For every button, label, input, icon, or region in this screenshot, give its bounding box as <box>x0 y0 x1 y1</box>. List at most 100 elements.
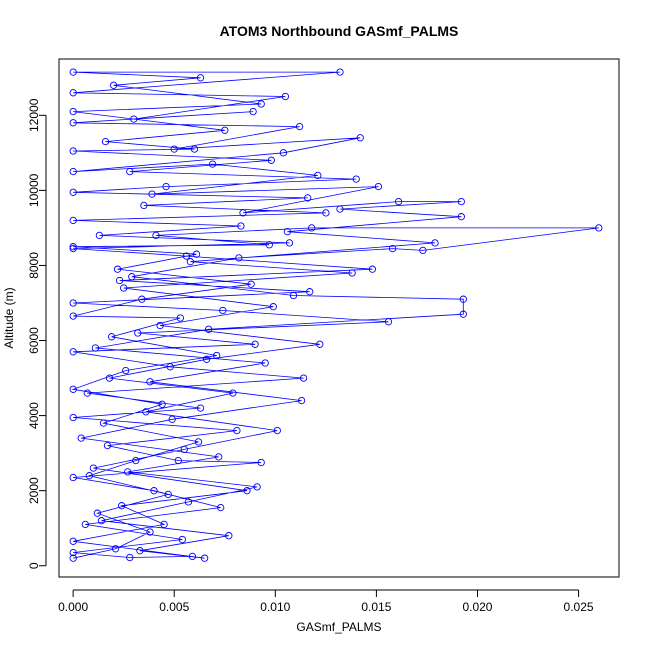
data-point <box>89 464 98 472</box>
data-point <box>253 483 261 491</box>
data-point <box>130 115 138 123</box>
data-point <box>388 244 397 253</box>
data-point <box>348 269 356 277</box>
data-point <box>190 145 199 153</box>
data-point <box>118 502 126 510</box>
data-point <box>69 385 77 393</box>
data-point <box>156 321 164 330</box>
data-point <box>180 445 188 454</box>
x-axis: 0.000 0.005 0.010 0.015 0.020 0.025 <box>58 589 594 614</box>
data-point <box>384 318 393 326</box>
data-point <box>194 438 203 446</box>
x-tick-label: 0.000 <box>58 600 88 614</box>
chart-title: ATOM3 Northbound GASmf_PALMS <box>220 23 459 39</box>
data-point <box>457 197 465 206</box>
data-point <box>83 389 91 397</box>
x-tick-label: 0.005 <box>159 600 189 614</box>
data-point <box>374 182 383 191</box>
data-point <box>69 413 77 422</box>
y-tick-label: 6000 <box>27 327 41 354</box>
data-point <box>162 182 170 191</box>
data-point <box>69 68 77 76</box>
y-tick-label: 4000 <box>27 402 41 429</box>
data-point <box>160 520 168 529</box>
data-point <box>394 197 403 206</box>
data-point <box>69 244 77 253</box>
data-point <box>314 171 322 180</box>
data-point <box>459 310 467 318</box>
data-point <box>69 107 77 116</box>
data-point <box>208 160 217 168</box>
data-point <box>217 503 225 512</box>
data-point <box>281 92 290 101</box>
data-point <box>356 134 364 142</box>
data-point <box>184 498 193 506</box>
data-point <box>69 119 77 127</box>
data-point <box>368 265 377 273</box>
data-point <box>107 333 116 341</box>
data-point <box>174 456 182 465</box>
x-tick-label: 0.010 <box>260 600 290 614</box>
data-point <box>69 548 77 557</box>
data-point <box>265 241 273 249</box>
data-point <box>168 415 176 423</box>
data-point <box>146 378 154 386</box>
data-point <box>69 537 77 545</box>
series-line <box>71 71 599 559</box>
data-point <box>219 306 227 315</box>
data-point <box>186 258 195 266</box>
data-point <box>204 325 213 333</box>
data-point <box>178 535 186 544</box>
data-point <box>595 224 603 232</box>
data-point <box>249 107 257 116</box>
data-point <box>419 246 427 255</box>
data-point <box>109 81 118 89</box>
data-point <box>225 532 233 540</box>
data-point <box>69 216 77 225</box>
data-point <box>251 340 259 348</box>
data-point <box>431 239 439 247</box>
data-point <box>308 224 316 232</box>
data-point <box>99 419 108 427</box>
data-point <box>148 190 156 198</box>
data-point <box>213 351 221 360</box>
data-point <box>124 468 132 476</box>
y-tick-label: 8000 <box>27 252 41 279</box>
data-point <box>257 458 265 467</box>
data-point <box>115 276 124 285</box>
data-point <box>77 434 85 442</box>
data-point <box>152 231 160 240</box>
data-point <box>457 213 465 221</box>
data-point <box>126 167 134 176</box>
data-point <box>140 201 148 210</box>
x-tick-label: 0.020 <box>462 600 492 614</box>
data-point <box>273 426 281 435</box>
data-point <box>103 441 112 450</box>
data-point <box>138 295 146 303</box>
data-point <box>101 137 110 146</box>
data-point <box>283 228 292 236</box>
data-point <box>316 340 324 348</box>
data-point <box>257 100 265 108</box>
data-point <box>69 554 77 562</box>
data-point <box>120 284 128 292</box>
data-point <box>269 303 277 311</box>
y-tick-label: 10000 <box>27 173 41 207</box>
data-point <box>289 291 298 300</box>
data-point <box>229 389 237 397</box>
data-point <box>91 344 100 352</box>
data-point <box>166 363 174 371</box>
data-point <box>322 209 330 217</box>
data-point <box>176 314 184 322</box>
data-point <box>142 408 150 416</box>
data-point <box>105 374 114 382</box>
data-point <box>306 288 314 296</box>
data-point <box>69 89 77 97</box>
data-point <box>134 329 142 337</box>
data-point <box>97 517 106 525</box>
data-point <box>267 156 275 164</box>
data-point <box>69 188 77 196</box>
data-point <box>215 453 223 461</box>
data-point <box>69 473 77 482</box>
